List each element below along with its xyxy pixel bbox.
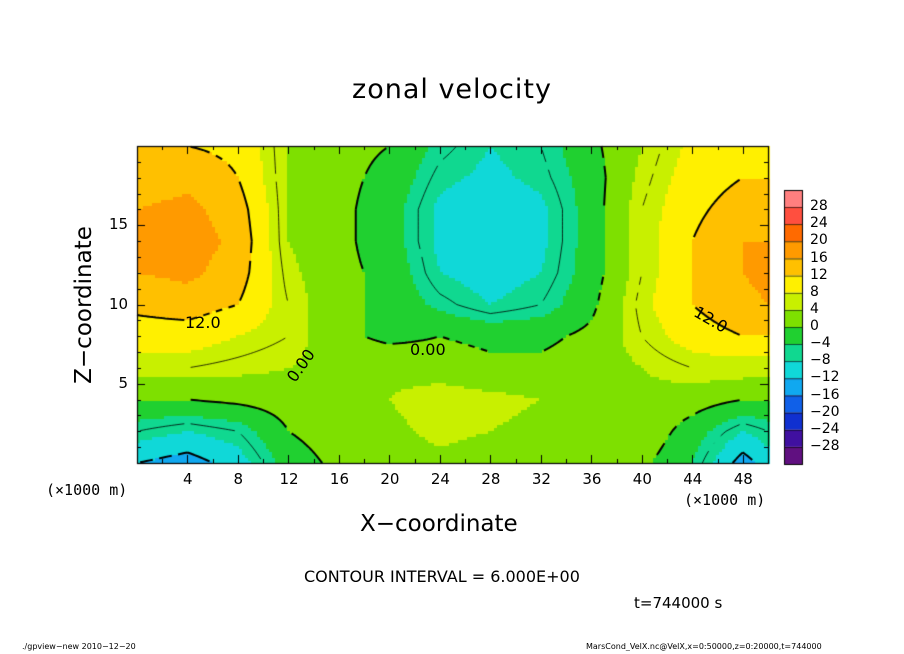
x-tick-label: 4 bbox=[182, 470, 193, 488]
y-tick-label: 10 bbox=[109, 294, 129, 313]
colorbar-label: −8 bbox=[810, 352, 831, 369]
colorbar-label: 28 bbox=[810, 198, 828, 215]
x-unit-right: (×1000 m) bbox=[684, 491, 766, 509]
y-tick-label: 15 bbox=[109, 215, 129, 234]
x-tick-label: 16 bbox=[329, 470, 349, 488]
colorbar-label: −20 bbox=[810, 403, 840, 420]
contour-label: 12.0 bbox=[185, 313, 221, 332]
colorbar-label: 8 bbox=[810, 283, 819, 300]
colorbar-label: 16 bbox=[810, 249, 828, 266]
x-tick-label: 20 bbox=[380, 470, 400, 488]
time-label: t=744000 s bbox=[634, 594, 723, 612]
colorbar-label: −28 bbox=[810, 437, 840, 454]
x-tick-label: 12 bbox=[279, 470, 299, 488]
colorbar-label: −16 bbox=[810, 386, 840, 403]
footer-left-text: ./gpview−new 2010−12−20 bbox=[22, 642, 136, 651]
colorbar-label: 24 bbox=[810, 215, 828, 232]
x-tick-label: 8 bbox=[233, 470, 243, 488]
footer-right-text: MarsCond_VelX.nc@VelX,x=0:50000,z=0:2000… bbox=[586, 642, 822, 651]
x-axis-label: X−coordinate bbox=[360, 511, 518, 537]
colorbar-label: 0 bbox=[810, 318, 819, 334]
y-tick-label: 5 bbox=[118, 373, 129, 392]
colorbar-label: −4 bbox=[810, 335, 831, 352]
contour-interval-label: CONTOUR INTERVAL = 6.000E+00 bbox=[304, 567, 580, 586]
contour-label: 0.00 bbox=[410, 340, 446, 359]
y-axis-label: Z−coordinate bbox=[71, 226, 97, 384]
colorbar-label: −12 bbox=[810, 369, 840, 386]
chart-title: zonal velocity bbox=[352, 74, 552, 105]
x-tick-label: 44 bbox=[683, 470, 703, 488]
x-tick-label: 36 bbox=[582, 470, 602, 488]
x-tick-label: 28 bbox=[481, 470, 501, 488]
x-unit-left: (×1000 m) bbox=[46, 481, 128, 499]
colorbar-label: 4 bbox=[810, 300, 819, 317]
x-tick-label: 24 bbox=[430, 470, 450, 488]
colorbar-label: 12 bbox=[810, 266, 828, 283]
x-tick-label: 32 bbox=[531, 470, 551, 488]
colorbar-label: −24 bbox=[810, 420, 840, 437]
x-tick-label: 48 bbox=[733, 470, 753, 488]
colorbar-label: 20 bbox=[810, 232, 828, 249]
x-tick-label: 40 bbox=[632, 470, 652, 488]
